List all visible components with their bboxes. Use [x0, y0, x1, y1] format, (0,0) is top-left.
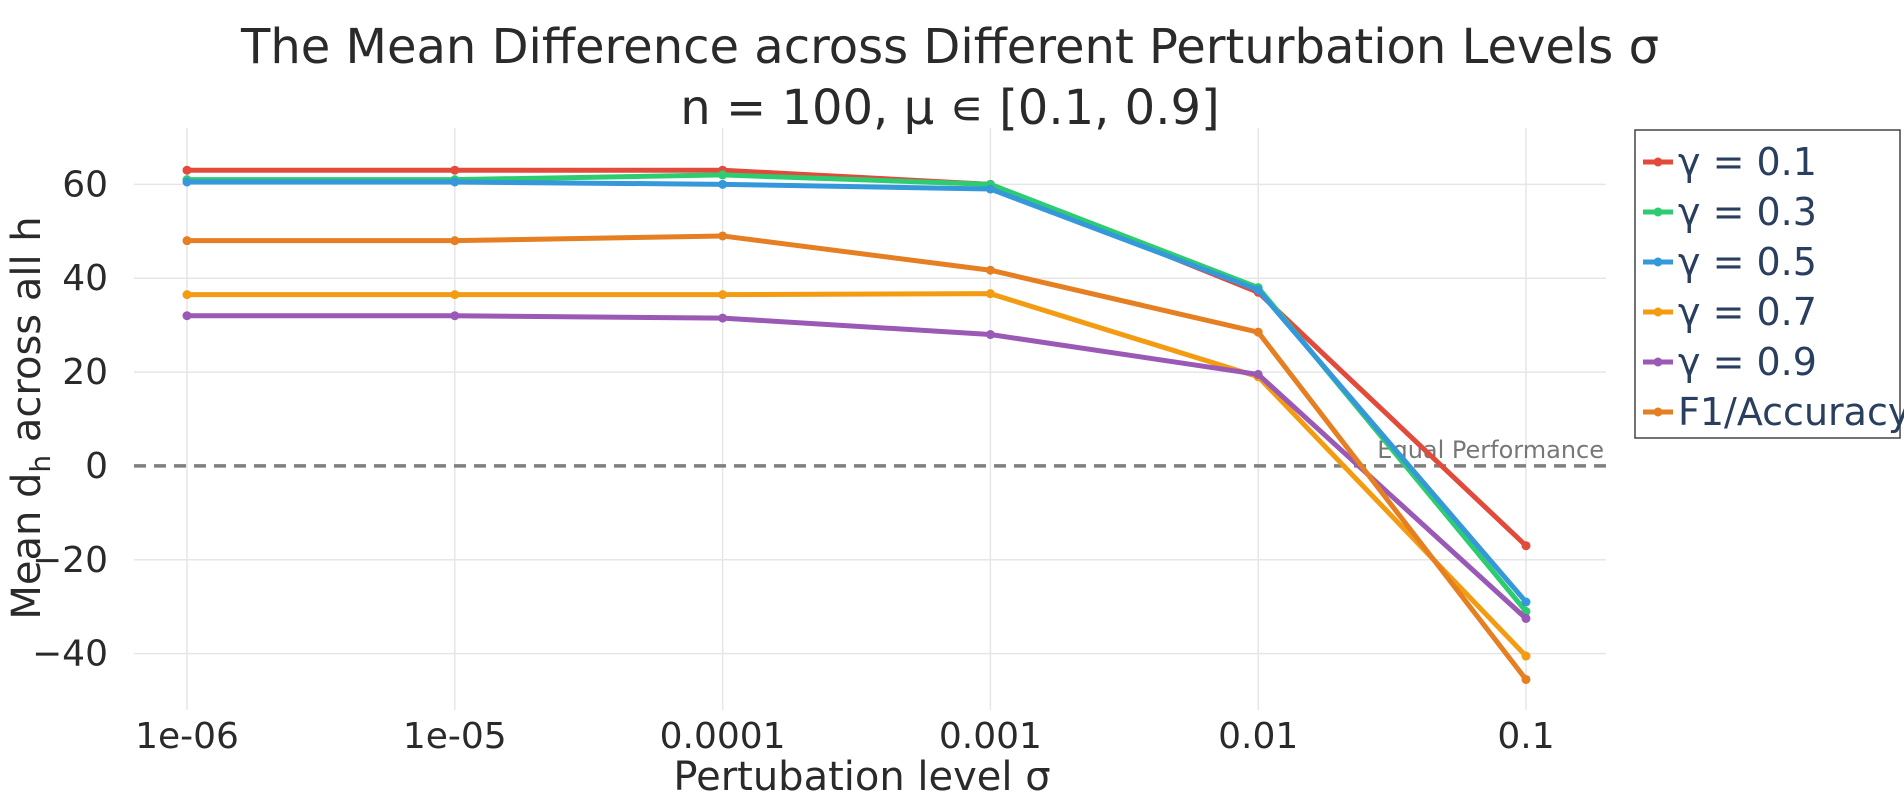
series-line [187, 167, 1528, 548]
data-point [450, 165, 460, 175]
data-point [450, 290, 460, 300]
data-point [1253, 327, 1263, 337]
series-line [187, 313, 1528, 621]
data-point [1521, 674, 1531, 684]
y-axis-title: Mean dh across all h [4, 216, 57, 619]
y-tick-label: 60 [62, 164, 108, 205]
y-axis-title-subscript: h [24, 455, 57, 473]
x-gridlines [186, 128, 1527, 710]
x-tick-label: 1e-06 [135, 716, 239, 757]
series-2 [182, 170, 1531, 616]
legend-item: γ = 0.7 [1643, 290, 1817, 334]
x-tick-label: 0.1 [1497, 716, 1554, 757]
data-point [1521, 651, 1531, 661]
data-point [450, 311, 460, 321]
y-axis-title-main: Mean d [4, 473, 50, 620]
legend-item: F1/Accuracy [1643, 390, 1904, 434]
y-tick-label: −40 [32, 634, 108, 675]
series-line [187, 291, 1528, 658]
legend-label: γ = 0.3 [1678, 190, 1817, 234]
series-6 [182, 231, 1531, 684]
data-point [985, 289, 995, 299]
data-point [182, 311, 192, 321]
series-line [187, 179, 1528, 604]
data-point [985, 265, 995, 275]
data-point [718, 170, 728, 180]
legend-marker [1653, 207, 1663, 217]
legend-label: γ = 0.9 [1678, 340, 1817, 384]
legend-item: γ = 0.5 [1643, 240, 1817, 284]
data-point [985, 184, 995, 194]
y-tick-label: −20 [32, 540, 108, 581]
data-point [182, 290, 192, 300]
data-point [718, 179, 728, 189]
y-axis-title-tail: across all h [4, 216, 50, 454]
series-4 [182, 289, 1531, 661]
data-point [450, 177, 460, 187]
legend-items: γ = 0.1 γ = 0.3 γ = 0.5 γ = 0.7 γ = 0.9 F1/Ac… [1643, 140, 1904, 434]
legend-label: γ = 0.7 [1678, 290, 1817, 334]
data-point [718, 313, 728, 323]
x-tick-label: 0.01 [1218, 716, 1298, 757]
legend-marker [1653, 357, 1663, 367]
data-point [985, 330, 995, 340]
legend-item: γ = 0.1 [1643, 140, 1817, 184]
data-point [182, 165, 192, 175]
legend-item: γ = 0.3 [1643, 190, 1817, 234]
legend-box [1634, 129, 1901, 439]
data-point [450, 236, 460, 246]
data-point [1521, 597, 1531, 607]
data-point [1521, 541, 1531, 551]
data-point [1521, 613, 1531, 623]
legend-label: γ = 0.5 [1678, 240, 1817, 284]
chart-title: The Mean Difference across Different Per… [240, 19, 1659, 75]
data-point [1253, 285, 1263, 295]
data-point [182, 177, 192, 187]
legend-marker [1653, 407, 1663, 417]
series-lines [182, 165, 1531, 684]
legend-marker [1653, 257, 1663, 267]
legend-label: F1/Accuracy [1678, 390, 1904, 434]
x-axis-title: Pertubation level σ [673, 754, 1050, 800]
legend: γ = 0.1 γ = 0.3 γ = 0.5 γ = 0.7 γ = 0.9 F1/Ac… [1634, 129, 1904, 439]
x-tick-label: 0.001 [939, 716, 1042, 757]
series-5 [182, 311, 1531, 623]
data-point [182, 236, 192, 246]
y-tick-labels: −40 −20 0 20 40 60 [32, 164, 108, 674]
legend-marker [1653, 157, 1663, 167]
series-1 [182, 165, 1531, 551]
x-tick-labels: 1e-06 1e-05 0.0001 0.001 0.01 0.1 [135, 716, 1555, 757]
x-tick-label: 0.0001 [660, 716, 786, 757]
legend-marker [1653, 307, 1663, 317]
y-tick-label: 40 [62, 258, 108, 299]
data-point [718, 290, 728, 300]
x-tick-label: 1e-05 [403, 716, 507, 757]
series-3 [182, 177, 1531, 607]
legend-label: γ = 0.1 [1678, 140, 1817, 184]
data-point [1253, 369, 1263, 379]
y-tick-label: 0 [85, 446, 108, 487]
data-point [718, 231, 728, 241]
chart-subtitle: n = 100, μ ∊ [0.1, 0.9] [680, 80, 1219, 136]
legend-item: γ = 0.9 [1643, 340, 1817, 384]
y-tick-label: 20 [62, 352, 108, 393]
series-line [187, 233, 1528, 682]
